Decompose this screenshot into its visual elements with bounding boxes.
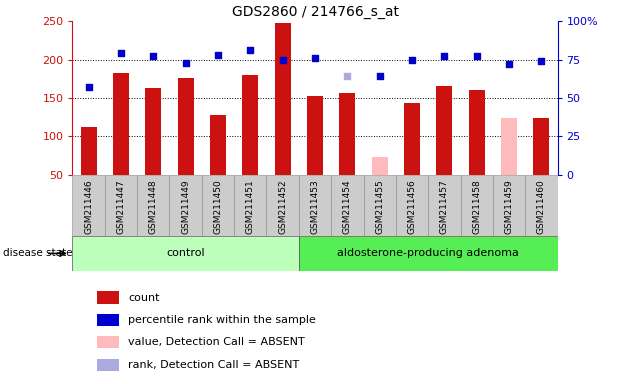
Bar (81, 127, 97, 175)
Point (148, 53, 158, 60)
Text: GSM211448: GSM211448 (149, 180, 158, 234)
Text: disease state: disease state (3, 248, 72, 258)
Point (407, 56, 417, 63)
Point (84, 84, 94, 90)
Bar (242, 75, 258, 175)
Bar (105, 175, 137, 236)
Bar (501, 118, 517, 175)
Point (245, 47, 255, 53)
Bar (137, 175, 169, 236)
Bar (234, 175, 266, 236)
Text: count: count (129, 293, 160, 303)
Bar (145, 88, 161, 175)
Text: GSM211458: GSM211458 (472, 180, 481, 234)
Text: GSM211460: GSM211460 (537, 180, 546, 234)
Bar (436, 86, 452, 175)
Text: rank, Detection Call = ABSENT: rank, Detection Call = ABSENT (129, 360, 299, 370)
Text: GSM211451: GSM211451 (246, 180, 255, 234)
Bar (97, 291, 118, 304)
Bar (72, 175, 105, 236)
Point (472, 53, 482, 60)
Bar (97, 336, 118, 348)
Bar (178, 78, 194, 175)
Text: control: control (166, 248, 205, 258)
Bar (97, 314, 118, 326)
Bar (469, 90, 485, 175)
Bar (299, 236, 558, 271)
Bar (364, 175, 396, 236)
Point (375, 73, 385, 79)
Bar (275, 23, 291, 175)
Bar (97, 359, 118, 371)
Bar (493, 175, 525, 236)
Text: GSM211450: GSM211450 (214, 180, 222, 234)
Point (310, 55, 320, 61)
Text: GSM211447: GSM211447 (117, 180, 125, 234)
Text: GSM211456: GSM211456 (408, 180, 416, 234)
Point (181, 60, 191, 66)
Text: GSM211455: GSM211455 (375, 180, 384, 234)
Bar (169, 175, 202, 236)
Point (536, 58, 546, 64)
Point (213, 52, 223, 58)
Bar (331, 175, 364, 236)
Bar (404, 103, 420, 175)
Text: GSM211454: GSM211454 (343, 180, 352, 234)
Text: GSM211453: GSM211453 (311, 180, 319, 234)
Text: GSM211457: GSM211457 (440, 180, 449, 234)
Bar (428, 175, 461, 236)
Bar (72, 236, 299, 271)
Text: value, Detection Call = ABSENT: value, Detection Call = ABSENT (129, 337, 305, 347)
Bar (113, 73, 129, 175)
Text: GSM211452: GSM211452 (278, 180, 287, 234)
Bar (299, 175, 331, 236)
Bar (461, 175, 493, 236)
Bar (533, 118, 549, 175)
Text: GSM211446: GSM211446 (84, 180, 93, 234)
Bar (372, 157, 387, 175)
Point (504, 61, 514, 67)
Bar (339, 93, 355, 175)
Text: GSM211449: GSM211449 (181, 180, 190, 234)
Point (342, 73, 352, 79)
Point (116, 50, 126, 56)
Text: GSM211459: GSM211459 (505, 180, 513, 234)
Bar (266, 175, 299, 236)
Point (278, 56, 288, 63)
Point (439, 53, 449, 60)
Bar (202, 175, 234, 236)
Title: GDS2860 / 214766_s_at: GDS2860 / 214766_s_at (231, 5, 399, 19)
Bar (210, 115, 226, 175)
Text: aldosterone-producing adenoma: aldosterone-producing adenoma (337, 248, 519, 258)
Bar (525, 175, 558, 236)
Bar (307, 96, 323, 175)
Bar (396, 175, 428, 236)
Text: percentile rank within the sample: percentile rank within the sample (129, 315, 316, 325)
